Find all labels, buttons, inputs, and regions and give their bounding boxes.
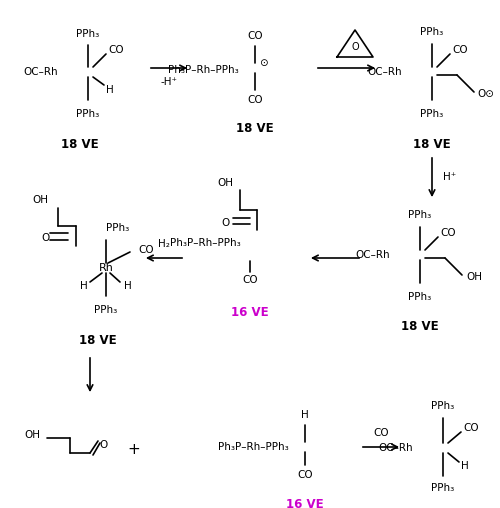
Text: H₂: H₂ (158, 239, 170, 249)
Text: CO: CO (108, 45, 124, 55)
Text: Rh: Rh (98, 263, 114, 273)
Text: -H⁺: -H⁺ (160, 77, 178, 87)
Text: H: H (124, 281, 132, 291)
Text: PPh₃: PPh₃ (106, 223, 130, 233)
Text: CO: CO (247, 95, 263, 105)
Text: CO: CO (440, 228, 456, 238)
Text: OH: OH (466, 272, 482, 282)
Text: Ph₃P–Rh–PPh₃: Ph₃P–Rh–PPh₃ (170, 238, 240, 248)
Text: OC–Rh: OC–Rh (24, 67, 58, 77)
Text: Ph₃P–Rh–PPh₃: Ph₃P–Rh–PPh₃ (218, 442, 288, 452)
Text: H: H (301, 410, 309, 420)
Text: 18 VE: 18 VE (401, 321, 439, 333)
Text: 18 VE: 18 VE (61, 138, 99, 150)
Text: ⊙: ⊙ (258, 58, 268, 68)
Text: H: H (80, 281, 88, 291)
Text: PPh₃: PPh₃ (76, 109, 100, 119)
Text: CO: CO (138, 245, 154, 255)
Text: O⊙: O⊙ (478, 89, 494, 99)
Text: H: H (106, 85, 114, 95)
Text: PPh₃: PPh₃ (432, 483, 454, 493)
Text: PPh₃: PPh₃ (420, 27, 444, 37)
Text: H⁺: H⁺ (444, 172, 456, 182)
Text: PPh₃: PPh₃ (432, 401, 454, 411)
Text: OC–Rh: OC–Rh (356, 250, 390, 260)
Text: PPh₃: PPh₃ (408, 292, 432, 302)
Text: OH: OH (217, 178, 233, 188)
Text: PPh₃: PPh₃ (76, 29, 100, 39)
Text: CO: CO (463, 423, 479, 433)
Text: PPh₃: PPh₃ (94, 305, 118, 315)
Text: 16 VE: 16 VE (286, 498, 324, 508)
Text: CO: CO (247, 31, 263, 41)
Text: O: O (221, 218, 229, 228)
Text: PPh₃: PPh₃ (408, 210, 432, 220)
Text: OC–Rh: OC–Rh (378, 443, 413, 453)
Text: 18 VE: 18 VE (413, 138, 451, 150)
Text: 18 VE: 18 VE (79, 333, 117, 346)
Text: OC–Rh: OC–Rh (368, 67, 402, 77)
Text: H: H (461, 461, 469, 471)
Text: +: + (128, 441, 140, 457)
Text: O: O (351, 42, 359, 52)
Text: 16 VE: 16 VE (231, 306, 269, 320)
Text: CO: CO (373, 428, 389, 438)
Text: CO: CO (242, 275, 258, 285)
Text: OH: OH (24, 430, 40, 440)
Text: Ph₃P–Rh–PPh₃: Ph₃P–Rh–PPh₃ (168, 65, 238, 75)
Text: 18 VE: 18 VE (236, 121, 274, 135)
Text: PPh₃: PPh₃ (420, 109, 444, 119)
Text: CO: CO (452, 45, 468, 55)
Text: OH: OH (32, 195, 48, 205)
Text: O: O (100, 440, 108, 450)
Text: O: O (42, 233, 50, 243)
Text: CO: CO (297, 470, 313, 480)
